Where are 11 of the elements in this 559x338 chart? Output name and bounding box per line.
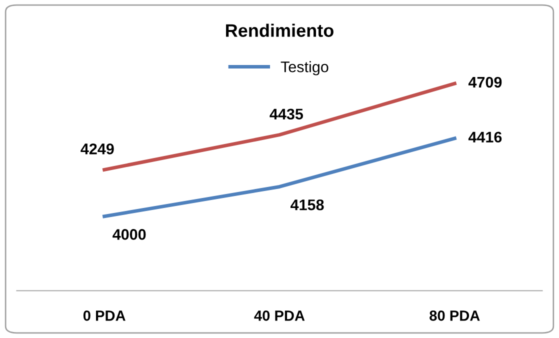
data-label: 4435 <box>270 108 304 120</box>
legend-label: Testigo <box>280 61 328 76</box>
data-label: 4249 <box>80 144 114 154</box>
x-tick-label: 40 PDA <box>254 310 305 321</box>
data-label: 4000 <box>112 229 146 240</box>
data-label: 4416 <box>468 132 502 143</box>
chart-title: Rendimiento <box>226 24 334 37</box>
x-tick-label: 0 PDA <box>83 310 126 321</box>
data-label: 4709 <box>468 76 502 88</box>
x-tick-label: 80 PDA <box>430 310 480 321</box>
data-label: 4158 <box>290 199 324 210</box>
